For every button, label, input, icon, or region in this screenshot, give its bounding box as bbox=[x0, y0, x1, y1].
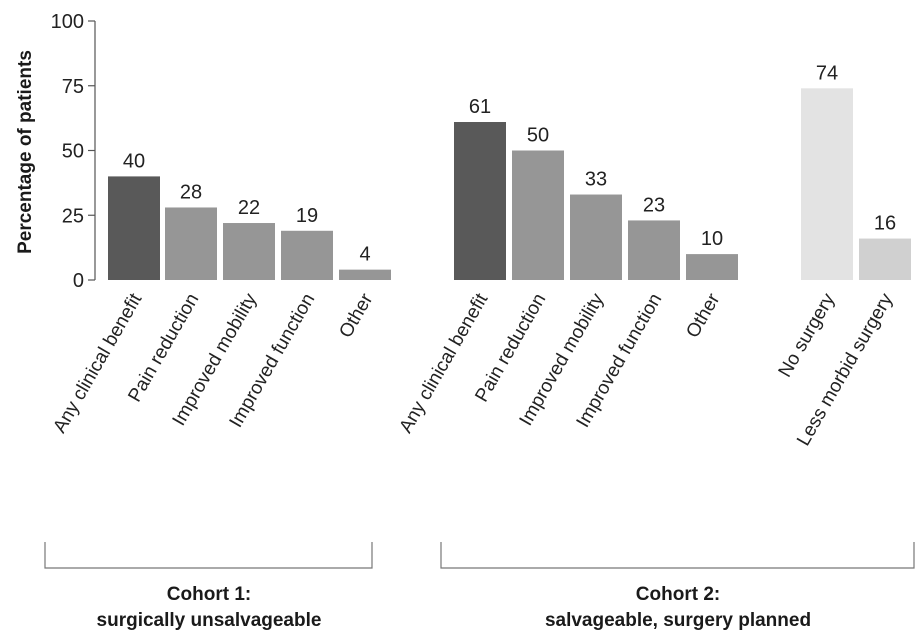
category-label: Other bbox=[682, 289, 724, 341]
bar-value-label: 33 bbox=[585, 169, 607, 191]
y-axis: 0 25 50 75 100 bbox=[51, 11, 96, 292]
cohort-2-subtitle: salvageable, surgery planned bbox=[544, 610, 812, 631]
bar bbox=[223, 223, 275, 280]
bar-value-label: 50 bbox=[527, 125, 549, 147]
bar bbox=[454, 122, 506, 280]
category-label: No surgery bbox=[775, 290, 840, 381]
cohort-2-label: Cohort 2: salvageable, surgery planned bbox=[437, 582, 917, 634]
bar-value-label: 22 bbox=[238, 197, 260, 219]
cohort-2-bracket bbox=[440, 542, 915, 569]
cohort-1-subtitle: surgically unsalvageable bbox=[96, 610, 322, 631]
cohort-2-title: Cohort 2: bbox=[635, 584, 721, 605]
bar-value-label: 4 bbox=[359, 244, 370, 266]
cohort-brackets bbox=[44, 542, 915, 569]
bar-value-label: 19 bbox=[296, 205, 318, 227]
bar bbox=[686, 254, 738, 280]
bar bbox=[339, 269, 391, 280]
bar-value-label: 28 bbox=[180, 181, 202, 203]
y-tick-label: 100 bbox=[51, 11, 84, 33]
bar bbox=[859, 238, 911, 280]
bars bbox=[108, 88, 911, 280]
bar-value-label: 74 bbox=[816, 62, 838, 84]
category-label: Any clinical benefit bbox=[49, 289, 146, 436]
category-label: Any clinical benefit bbox=[395, 289, 492, 436]
y-axis-label: Percentage of patients bbox=[15, 50, 36, 254]
y-tick-label: 25 bbox=[62, 205, 84, 227]
y-tick-label: 75 bbox=[62, 76, 84, 98]
cohort-1-label: Cohort 1: surgically unsalvageable bbox=[38, 582, 380, 634]
y-tick-label: 0 bbox=[73, 270, 84, 292]
bar bbox=[801, 88, 853, 280]
bar bbox=[108, 176, 160, 280]
bar bbox=[281, 230, 333, 280]
category-label: Other bbox=[335, 289, 377, 341]
bar bbox=[165, 207, 217, 280]
bar bbox=[512, 150, 564, 280]
bar-value-label: 10 bbox=[701, 228, 723, 250]
value-labels: 40 28 22 19 4 61 50 33 23 10 74 16 bbox=[123, 62, 896, 265]
bar-value-label: 61 bbox=[469, 96, 491, 118]
bar-value-label: 16 bbox=[874, 213, 896, 235]
cohort-1-bracket bbox=[44, 542, 373, 569]
bar bbox=[570, 194, 622, 280]
bar-value-label: 40 bbox=[123, 150, 145, 172]
bar bbox=[628, 220, 680, 280]
cohort-1-title: Cohort 1: bbox=[166, 584, 252, 605]
y-tick-label: 50 bbox=[62, 141, 84, 163]
bar-value-label: 23 bbox=[643, 194, 665, 216]
